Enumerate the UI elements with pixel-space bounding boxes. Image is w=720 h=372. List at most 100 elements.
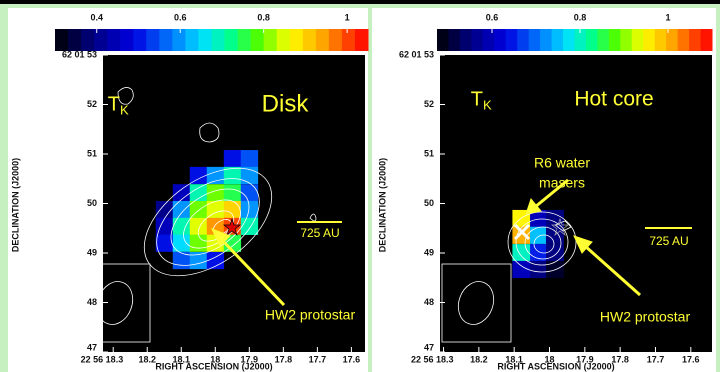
colorbar-segment [55,29,69,51]
pointer-label: HW2 protostar [265,307,356,323]
colorbar-segment [586,29,598,51]
colorbar-segment [597,29,609,51]
cell [207,167,224,184]
y-tick-label: 62 01 53 [399,49,434,59]
colorbar-segment [212,29,226,51]
cell [156,235,173,252]
scale-bar-label: 725 AU [649,234,688,248]
colorbar-segment [355,29,369,51]
x-tick-label: 17.8 [275,354,293,364]
y-tick-label: 51 [87,148,97,158]
colorbar-segment [517,29,529,51]
colorbar-segment [94,29,108,51]
pointer-label: R6 water [534,155,590,171]
y-axis-label: DECLINATION (J2000) [377,158,387,252]
colorbar-segment [563,29,575,51]
colorbar-segment [251,29,265,51]
colorbar-tick-label: 0.4 [90,12,103,22]
label-main: T [471,88,483,110]
cell [224,150,241,167]
colorbar-segment [290,29,304,51]
colorbar-segment [264,29,278,51]
colorbar-tick-label: 0.6 [174,12,187,22]
colorbar-segment [342,29,356,51]
cell [241,218,258,235]
colorbar-segment [506,29,518,51]
label-sub: K [483,97,492,112]
y-tick-label: 50 [87,198,97,208]
colorbar-segment [303,29,317,51]
colorbar-segment [655,29,667,51]
scale-bar-label: 725 AU [300,226,339,240]
x-tick-label: 22 56 18.3 [411,354,454,364]
cell [156,201,173,218]
x-tick-label: 18.2 [138,354,156,364]
y-tick-label: 49 [87,247,97,257]
y-tick-label: 52 [87,99,97,109]
colorbar-segment [316,29,330,51]
colorbar-tick-label: 0.6 [486,12,499,22]
y-tick-label: 50 [424,198,434,208]
colorbar-segment [471,29,483,51]
colorbar-tick-label: 1 [345,12,350,22]
x-tick-label: 18.2 [470,354,488,364]
colorbar-segment [540,29,552,51]
colorbar-segment [107,29,121,51]
colorbar-segment [185,29,199,51]
colorbar-segment [460,29,472,51]
figure: 0.40.60.8122 56 18.318.218.11817.917.817… [0,0,720,372]
cell [241,201,258,218]
colorbar-segment [172,29,186,51]
y-tick-label: 62 01 53 [62,49,97,59]
colorbar-segment [198,29,212,51]
colorbar-segment [678,29,690,51]
colorbar-segment [68,29,82,51]
cell [512,244,530,261]
x-tick-label: 17.7 [309,354,327,364]
cell [241,184,258,201]
x-axis-label: RIGHT ASCENSION (J2000) [497,361,614,371]
colorbar-segment [689,29,701,51]
x-tick-label: 17.7 [647,354,665,364]
label-sub: K [120,102,129,117]
colorbar-segment [225,29,239,51]
pointer-label: HW2 protostar [600,309,691,325]
colorbar-segment [609,29,621,51]
colorbar-segment [643,29,655,51]
top-bar [0,0,720,4]
y-tick-label: 48 [87,297,97,307]
colorbar-segment [448,29,460,51]
y-tick-label: 47 [424,342,434,352]
y-axis-label: DECLINATION (J2000) [10,158,20,252]
cell [224,184,241,201]
colorbar-segment [329,29,343,51]
x-axis-label: RIGHT ASCENSION (J2000) [155,361,272,371]
colorbar-segment [81,29,95,51]
note: Disk [262,90,310,117]
note: Hot core [574,88,653,111]
colorbar-segment [620,29,632,51]
cell [173,218,190,235]
x-tick-label: 17.6 [343,354,361,364]
colorbar-tick-label: 0.8 [257,12,270,22]
colorbar-segment [277,29,291,51]
colorbar-segment [494,29,506,51]
colorbar-tick-label: 1 [665,12,670,22]
colorbar-segment [120,29,134,51]
label-main: T [108,93,120,115]
colorbar-segment [146,29,160,51]
colorbar-segment [238,29,252,51]
cell [173,201,190,218]
cell [241,150,258,167]
y-tick-label: 47 [87,342,97,352]
cell [224,201,241,218]
colorbar-segment [437,29,449,51]
x-tick-label: 17.6 [682,354,700,364]
colorbar-segment [632,29,644,51]
y-tick-label: 48 [424,297,434,307]
cell [173,184,190,201]
colorbar-segment [552,29,564,51]
y-tick-label: 49 [424,247,434,257]
x-tick-label: 22 56 18.3 [81,354,124,364]
cell [190,235,207,252]
